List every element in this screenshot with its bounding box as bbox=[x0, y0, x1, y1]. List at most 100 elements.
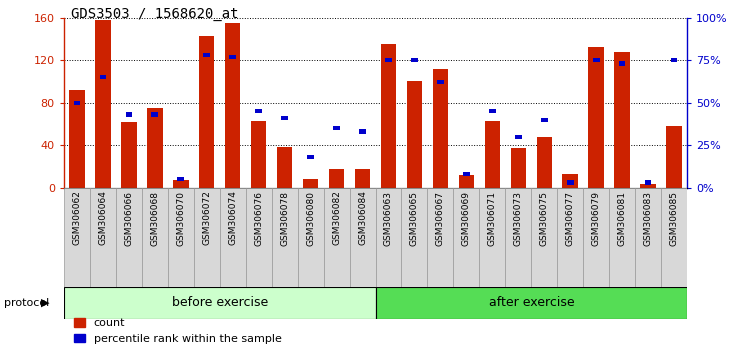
Text: GSM306077: GSM306077 bbox=[566, 190, 575, 246]
Bar bbox=[459, 175, 474, 188]
Bar bbox=[402, 188, 427, 287]
Bar bbox=[167, 188, 194, 287]
Bar bbox=[177, 177, 184, 181]
Bar bbox=[437, 80, 444, 84]
Text: GSM306071: GSM306071 bbox=[488, 190, 497, 246]
Bar bbox=[484, 121, 500, 188]
Text: GSM306069: GSM306069 bbox=[462, 190, 471, 246]
Bar bbox=[666, 126, 682, 188]
Text: GSM306067: GSM306067 bbox=[436, 190, 445, 246]
Bar bbox=[354, 169, 370, 188]
Text: GSM306072: GSM306072 bbox=[202, 190, 211, 245]
Bar bbox=[125, 113, 132, 117]
Bar bbox=[282, 116, 288, 120]
Bar bbox=[557, 188, 584, 287]
Bar bbox=[100, 75, 106, 79]
Bar bbox=[349, 188, 376, 287]
Text: GSM306066: GSM306066 bbox=[124, 190, 133, 246]
Bar bbox=[297, 188, 324, 287]
Text: before exercise: before exercise bbox=[171, 296, 268, 309]
Text: GSM306076: GSM306076 bbox=[254, 190, 263, 246]
Bar bbox=[515, 135, 522, 139]
Bar bbox=[619, 62, 626, 66]
Bar bbox=[173, 180, 189, 188]
Bar bbox=[329, 169, 344, 188]
Text: GSM306070: GSM306070 bbox=[176, 190, 185, 246]
Bar bbox=[584, 188, 609, 287]
Text: GSM306079: GSM306079 bbox=[592, 190, 601, 246]
Text: GDS3503 / 1568620_at: GDS3503 / 1568620_at bbox=[71, 7, 239, 21]
Bar bbox=[255, 109, 262, 113]
Bar bbox=[645, 181, 651, 185]
Bar bbox=[532, 188, 557, 287]
Bar bbox=[427, 188, 454, 287]
Bar bbox=[69, 90, 85, 188]
Text: GSM306063: GSM306063 bbox=[384, 190, 393, 246]
Bar bbox=[251, 121, 267, 188]
Bar bbox=[454, 188, 479, 287]
Bar bbox=[142, 188, 167, 287]
Bar bbox=[116, 188, 142, 287]
Bar bbox=[412, 58, 418, 62]
Bar bbox=[407, 81, 422, 188]
Bar bbox=[479, 188, 505, 287]
Text: GSM306068: GSM306068 bbox=[150, 190, 159, 246]
Bar bbox=[324, 188, 349, 287]
Bar bbox=[229, 55, 236, 59]
Bar bbox=[194, 188, 220, 287]
Bar bbox=[609, 188, 635, 287]
Bar bbox=[204, 53, 210, 57]
Text: GSM306078: GSM306078 bbox=[280, 190, 289, 246]
Legend: count, percentile rank within the sample: count, percentile rank within the sample bbox=[69, 314, 286, 348]
Bar bbox=[272, 188, 297, 287]
Bar bbox=[307, 155, 314, 159]
Bar bbox=[635, 188, 661, 287]
Bar bbox=[463, 172, 469, 176]
Bar bbox=[333, 126, 339, 130]
Bar bbox=[381, 44, 397, 188]
Bar bbox=[671, 58, 677, 62]
Bar bbox=[220, 188, 246, 287]
Bar bbox=[589, 47, 604, 188]
Bar bbox=[225, 23, 240, 188]
Bar bbox=[614, 52, 630, 188]
Bar bbox=[246, 188, 272, 287]
Text: GSM306065: GSM306065 bbox=[410, 190, 419, 246]
Bar bbox=[433, 69, 448, 188]
Bar bbox=[64, 188, 90, 287]
Bar bbox=[152, 113, 158, 117]
Bar bbox=[593, 58, 599, 62]
Bar bbox=[121, 122, 137, 188]
Bar bbox=[277, 147, 292, 188]
Text: GSM306085: GSM306085 bbox=[670, 190, 679, 246]
Bar bbox=[536, 137, 552, 188]
Text: GSM306081: GSM306081 bbox=[618, 190, 627, 246]
Text: GSM306083: GSM306083 bbox=[644, 190, 653, 246]
Text: GSM306080: GSM306080 bbox=[306, 190, 315, 246]
Bar bbox=[567, 181, 574, 185]
Bar bbox=[74, 101, 80, 105]
Bar bbox=[64, 287, 376, 319]
Bar bbox=[385, 58, 392, 62]
Text: GSM306062: GSM306062 bbox=[72, 190, 81, 245]
Text: after exercise: after exercise bbox=[488, 296, 575, 309]
Bar bbox=[376, 188, 402, 287]
Bar bbox=[541, 118, 547, 122]
Bar bbox=[95, 20, 110, 188]
Text: GSM306075: GSM306075 bbox=[540, 190, 549, 246]
Bar bbox=[303, 179, 318, 188]
Bar bbox=[147, 108, 162, 188]
Bar bbox=[376, 287, 687, 319]
Text: protocol: protocol bbox=[4, 298, 49, 308]
Bar bbox=[199, 36, 215, 188]
Text: GSM306074: GSM306074 bbox=[228, 190, 237, 245]
Text: GSM306064: GSM306064 bbox=[98, 190, 107, 245]
Text: ▶: ▶ bbox=[41, 298, 50, 308]
Bar bbox=[489, 109, 496, 113]
Text: GSM306082: GSM306082 bbox=[332, 190, 341, 245]
Bar bbox=[90, 188, 116, 287]
Bar bbox=[511, 148, 526, 188]
Bar bbox=[505, 188, 532, 287]
Bar bbox=[359, 130, 366, 134]
Bar bbox=[562, 174, 578, 188]
